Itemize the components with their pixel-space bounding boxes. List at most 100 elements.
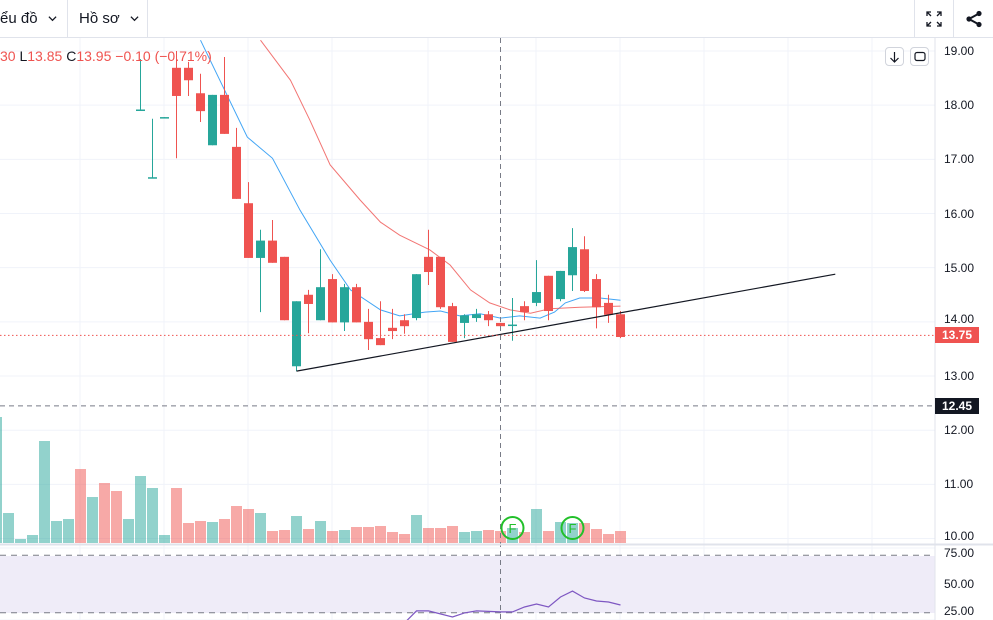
candle — [232, 127, 241, 199]
volume-bar — [27, 535, 38, 543]
volume-bar — [591, 529, 602, 543]
candle — [136, 59, 145, 112]
candle-body — [232, 146, 241, 199]
candle — [256, 229, 265, 313]
price-axis-label: 13.00 — [944, 369, 975, 384]
toolbar-divider — [147, 0, 148, 37]
candle-body — [496, 322, 505, 327]
candle-body — [556, 270, 565, 300]
volume-bar — [267, 531, 278, 543]
candle-body — [328, 279, 337, 323]
candle-body — [268, 240, 277, 263]
candle-body — [220, 94, 229, 134]
chevron-down-icon — [48, 16, 57, 22]
trendline — [296, 273, 836, 372]
crosshair-price-label: 12.45 — [935, 397, 979, 414]
price-axis-label: 17.00 — [944, 152, 975, 167]
grid — [0, 38, 935, 620]
candle — [448, 302, 457, 342]
candle-body — [592, 279, 601, 308]
volume-bar — [15, 539, 26, 543]
scroll-to-latest-button[interactable] — [885, 47, 904, 66]
candle-body — [196, 93, 205, 112]
candle-body — [568, 247, 577, 276]
price-axis-label: 10.00 — [944, 529, 975, 543]
auto-scale-button[interactable] — [910, 47, 929, 66]
volume-bar — [183, 523, 194, 543]
volume-bar — [339, 530, 350, 543]
legend-change: −0.10 (−0.71%) — [115, 48, 212, 64]
price-axis-label: 75.00 — [944, 546, 975, 560]
legend-high-value: 30 — [0, 48, 16, 64]
candle-body — [376, 338, 385, 346]
candle-body — [424, 256, 433, 273]
candle-body — [412, 274, 421, 319]
profile-menu-button[interactable]: Hồ sơ — [79, 0, 139, 37]
volume-bar — [567, 523, 578, 543]
volume-bar — [447, 526, 458, 543]
volume-bar — [483, 530, 494, 543]
candle-body — [616, 314, 625, 338]
volume-bar — [303, 529, 314, 543]
legend-low-key: L — [19, 48, 28, 64]
volume-bar — [243, 509, 254, 543]
candle-body — [148, 177, 157, 179]
volume-bar — [255, 513, 266, 543]
candle — [340, 283, 349, 332]
candle — [184, 61, 193, 96]
candle — [196, 73, 205, 122]
candle-body — [160, 117, 169, 119]
candle — [400, 314, 409, 334]
volume-bars — [0, 417, 626, 543]
candle — [244, 182, 253, 258]
volume-bar — [531, 509, 542, 543]
candle-body — [448, 306, 457, 342]
candle — [160, 117, 169, 119]
event-marker: F — [560, 516, 585, 540]
candle-body — [388, 327, 397, 332]
fullscreen-button[interactable] — [915, 0, 953, 37]
volume-bar — [111, 491, 122, 543]
last-price-label: 13.75 — [935, 327, 979, 344]
candle-body — [304, 294, 313, 304]
volume-bar — [63, 519, 74, 543]
candle-body — [136, 109, 145, 112]
toolbar-divider — [914, 0, 915, 37]
volume-bar — [147, 488, 158, 543]
arrow-down-icon — [890, 51, 899, 63]
top-toolbar: ểu đồ Hồ sơ — [0, 0, 993, 38]
candle-body — [520, 306, 529, 313]
candle-body — [580, 249, 589, 291]
candle-body — [400, 320, 409, 327]
chevron-down-icon — [130, 16, 139, 22]
share-button[interactable] — [954, 0, 993, 37]
price-axis-label: 18.00 — [944, 98, 975, 113]
candle-body — [256, 240, 265, 258]
volume-bar — [375, 526, 386, 543]
profile-menu-label: Hồ sơ — [79, 10, 120, 27]
fullscreen-icon — [926, 10, 942, 27]
candle — [304, 289, 313, 334]
chart-menu-button[interactable]: ểu đồ — [0, 0, 57, 37]
candle-body — [364, 321, 373, 340]
volume-bar — [351, 527, 362, 543]
candle — [268, 220, 277, 263]
legend-low-value: 13.85 — [27, 48, 63, 64]
candle — [376, 301, 385, 346]
legend-close-value: 13.95 — [76, 48, 112, 64]
candle — [472, 308, 481, 322]
volume-bar — [327, 531, 338, 543]
volume-bar — [231, 506, 242, 543]
event-marker-circle — [560, 516, 585, 540]
volume-bar — [99, 483, 110, 543]
event-marker-circle — [500, 516, 525, 540]
candle — [496, 322, 505, 327]
volume-bar — [207, 522, 218, 543]
candle-body — [316, 287, 325, 321]
price-axis-label: 16.00 — [944, 206, 975, 221]
candle — [292, 301, 301, 372]
rsi-band — [0, 556, 935, 613]
candle-body — [472, 314, 481, 319]
